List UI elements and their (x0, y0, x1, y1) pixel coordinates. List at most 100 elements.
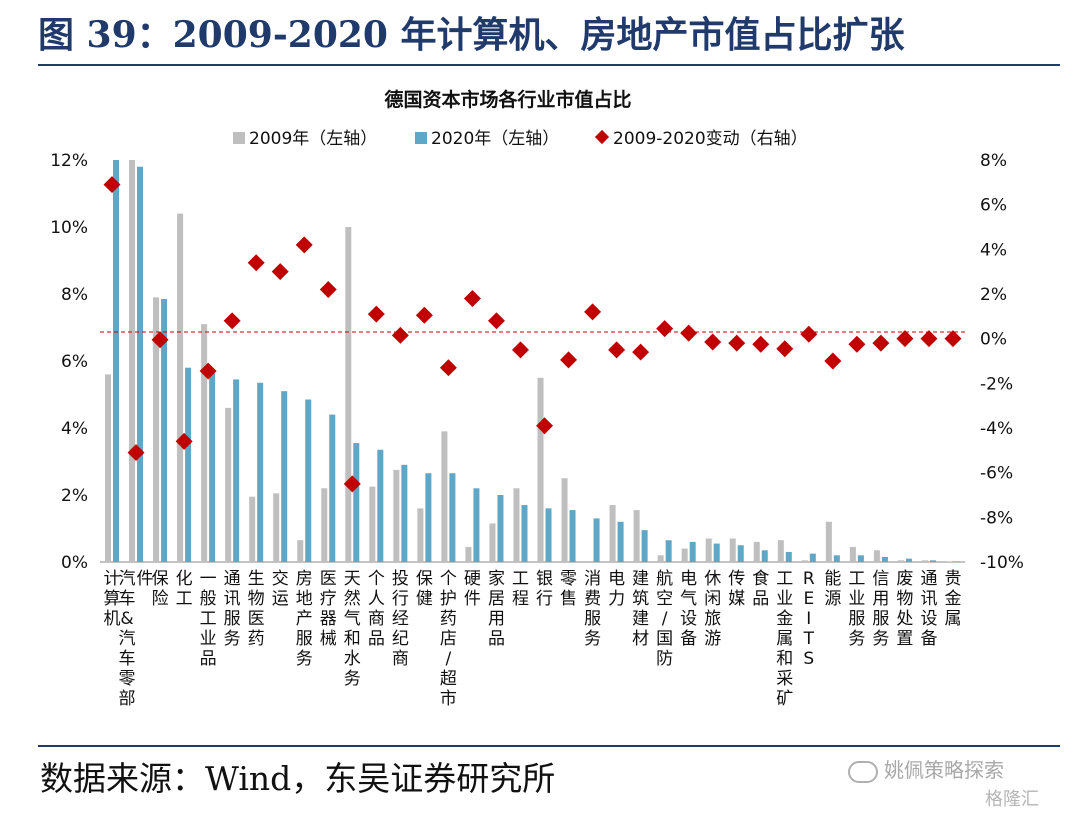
x-tick-label-char: 通 (920, 569, 937, 589)
x-tick-label-char: 休 (704, 569, 721, 589)
change-marker (584, 303, 602, 321)
x-tick-label-char: & (120, 609, 133, 629)
bar-2020 (257, 382, 264, 562)
x-tick-label-char: 医 (320, 569, 337, 589)
change-marker (463, 289, 481, 307)
bar-2009 (441, 431, 448, 562)
x-tick-label-char: 源 (824, 589, 841, 609)
change-marker (367, 305, 385, 323)
x-tick-label-char: 服 (296, 629, 313, 649)
bar-2020 (137, 166, 144, 562)
right-axis-tick-label: -2% (980, 374, 1013, 394)
x-tick-label-char: 矿 (776, 689, 793, 709)
bar-2009 (177, 213, 184, 562)
x-tick-label-char: 备 (680, 629, 697, 649)
bar-2020 (929, 560, 936, 562)
left-axis-tick-label: 12% (50, 151, 88, 171)
x-tick-label-char: 电 (680, 569, 697, 589)
right-axis-tick-label: -10% (980, 553, 1024, 573)
x-tick-label-char: 品 (200, 649, 217, 669)
change-marker (512, 341, 529, 359)
x-tick-label-char: 国 (656, 629, 673, 649)
bar-2020 (185, 367, 192, 562)
x-tick-label-char: 用 (488, 609, 505, 629)
x-tick-label-char: 械 (320, 629, 337, 649)
x-tick-label-char: 工 (776, 569, 793, 589)
site-watermark: 格隆汇 (985, 789, 1039, 810)
x-tick-label-char: 防 (656, 649, 673, 669)
x-tick-label-char: 能 (824, 569, 841, 589)
x-tick-label-char: 属 (776, 629, 793, 649)
figure-title: 图 39：2009-2020 年计算机、房地产市值占比扩张 (38, 14, 905, 56)
bar-2009 (369, 486, 376, 562)
x-tick-label-char: 工 (512, 569, 529, 589)
change-marker (487, 312, 505, 330)
x-tick-label-char: 服 (584, 609, 601, 629)
x-tick-label-char: 用 (872, 589, 889, 609)
x-tick-label-char: 服 (848, 609, 865, 629)
x-tick-label-char: 闲 (704, 589, 721, 609)
bar-2009 (345, 227, 352, 562)
bar-2020 (809, 553, 816, 562)
change-marker (199, 362, 217, 380)
bar-2009 (273, 493, 280, 562)
x-tick-label-char: 航 (656, 569, 673, 589)
left-axis-tick-label: 4% (61, 419, 88, 439)
x-tick-label-char: 程 (512, 589, 529, 609)
source-note: 数据来源：Wind，东吴证券研究所 (40, 759, 556, 798)
x-tick-label-char: 工 (200, 609, 217, 629)
bar-2009 (129, 160, 136, 562)
x-tick-label-char: 金 (776, 609, 793, 629)
change-marker (848, 335, 866, 353)
x-tick-label-char: 气 (344, 609, 361, 629)
right-axis-tick-label: -8% (980, 508, 1013, 528)
bar-2009 (297, 540, 304, 562)
x-tick-label-char: 和 (776, 649, 793, 669)
right-axis-tick-label: 6% (980, 196, 1007, 216)
bar-2009 (681, 548, 688, 562)
x-tick-label-char: 务 (848, 629, 865, 649)
right-axis-tick-label: 0% (980, 330, 1007, 350)
x-tick-label-char: 讯 (224, 589, 241, 609)
left-axis-tick-label: 2% (61, 486, 88, 506)
x-tick-label-char: 旅 (704, 609, 721, 629)
bar-2009 (657, 555, 664, 562)
x-tick-label-char: 车 (119, 589, 136, 609)
bar-2020 (353, 443, 360, 562)
x-tick-label-char: 银 (536, 569, 553, 589)
x-tick-label-char: 费 (584, 589, 601, 609)
bar-2020 (689, 541, 696, 562)
change-marker (560, 351, 578, 369)
bar-2009 (249, 496, 256, 562)
x-tick-label-char: 食 (752, 569, 769, 589)
x-tick-label-char: 通 (224, 569, 241, 589)
bar-2020 (281, 391, 288, 562)
bar-2009 (777, 540, 784, 562)
left-axis-tick-label: 10% (50, 218, 88, 238)
bar-2020 (665, 540, 672, 562)
change-marker (632, 343, 650, 361)
bar-2009 (105, 374, 112, 562)
change-marker (319, 281, 337, 299)
x-tick-label-char: 保 (152, 569, 169, 589)
bar-2020 (449, 473, 456, 562)
x-tick-label-char: 行 (392, 589, 409, 609)
x-tick-label-char: 筑 (632, 589, 649, 609)
change-marker (824, 352, 842, 370)
x-tick-label-char: 超 (440, 669, 457, 689)
x-tick-label-char: 务 (584, 629, 601, 649)
x-tick-label-char: 处 (896, 609, 913, 629)
bar-2020 (881, 556, 888, 562)
x-tick-label-char: 品 (368, 629, 385, 649)
x-tick-label-char: 健 (416, 589, 433, 609)
x-tick-label-char: 生 (248, 569, 265, 589)
x-tick-label-char: 投 (392, 569, 409, 589)
x-tick-label-char: 空 (656, 589, 673, 609)
